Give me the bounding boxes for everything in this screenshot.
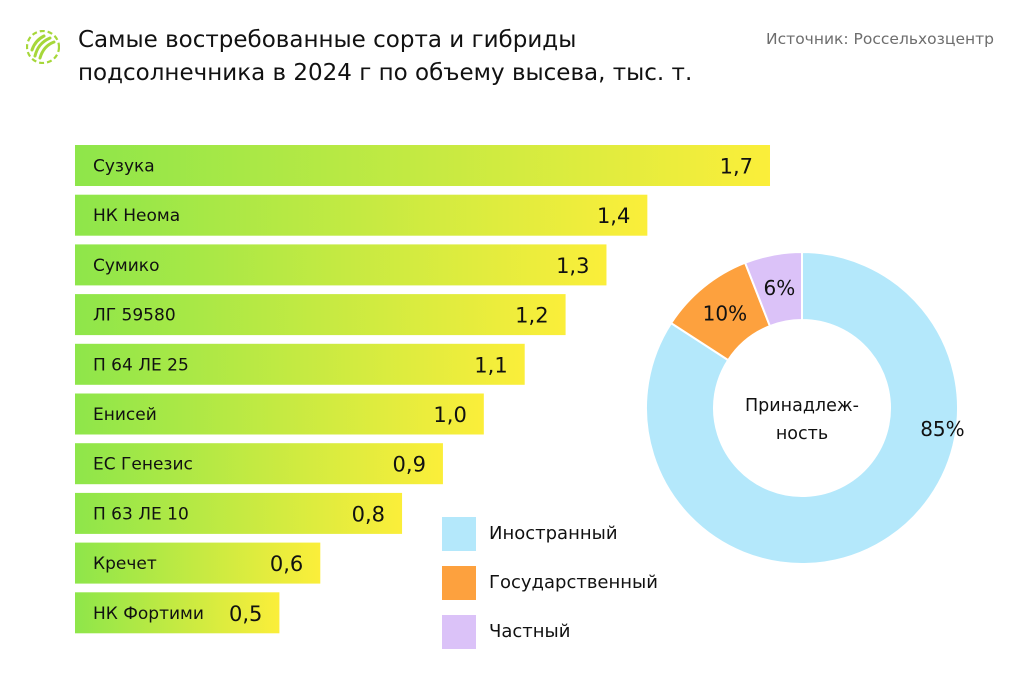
bar-category-label: Сузука	[93, 157, 155, 177]
bar-value-label: 1,7	[720, 155, 753, 179]
donut-slice-foreign	[645, 250, 959, 565]
legend-label-state: Государственный	[489, 572, 658, 593]
chart-title: Самые востребованные сорта и гибриды под…	[78, 27, 693, 86]
legend-swatch-foreign	[442, 516, 476, 551]
bar-value-label: 0,6	[270, 552, 303, 576]
bar-category-label: П 63 ЛЕ 10	[93, 504, 189, 524]
donut-chart: 85% 10% 6%	[645, 250, 965, 565]
bar-10	[75, 592, 280, 634]
donut-center-label: Принадлеж- ность	[745, 396, 859, 444]
donut-slice-private	[743, 250, 803, 328]
legend-item-state: Государственный	[442, 558, 658, 607]
bar-3	[75, 244, 607, 286]
bar-value-label: 0,9	[393, 453, 426, 477]
bar-category-label: П 64 ЛЕ 25	[93, 355, 189, 375]
bar-5	[75, 343, 525, 385]
legend-label-private: Частный	[489, 621, 571, 642]
bar-value-label: 1,2	[515, 304, 548, 328]
bar-value-label: 1,0	[433, 403, 466, 427]
bar-2	[75, 194, 648, 236]
legend-swatch-state	[442, 565, 476, 600]
bar-6	[75, 393, 484, 435]
legend-item-private: Частный	[442, 607, 658, 656]
bar-4	[75, 294, 566, 336]
donut-percent-label: 85%	[920, 417, 964, 441]
bar-9	[75, 542, 321, 584]
legend-swatch-private	[442, 614, 476, 649]
bar-category-label: Кречет	[93, 554, 157, 574]
bar-category-label: Енисей	[93, 405, 157, 425]
legend-label-foreign: Иностранный	[489, 523, 618, 544]
bar-1	[75, 145, 770, 186]
donut-percent-label: 10%	[703, 301, 747, 325]
donut-legend: Иностранный Государственный Частный	[442, 509, 658, 656]
bar-7	[75, 443, 443, 485]
bar-category-label: ЕС Генезис	[93, 455, 193, 475]
bar-category-label: НК Фортими	[93, 604, 204, 624]
legend-item-foreign: Иностранный	[442, 509, 658, 558]
bar-value-label: 1,3	[556, 254, 589, 278]
bar-value-label: 0,8	[352, 502, 385, 526]
bar-value-label: 0,5	[229, 602, 262, 626]
bar-category-label: НК Неома	[93, 206, 180, 226]
donut-percent-label: 6%	[763, 276, 795, 300]
sunflower-seed-logo-icon	[26, 30, 60, 64]
bar-value-label: 1,4	[597, 204, 630, 228]
bar-value-label: 1,1	[474, 353, 507, 377]
bar-8	[75, 492, 403, 534]
bar-category-label: ЛГ 59580	[93, 306, 176, 326]
bar-category-label: Сумико	[93, 256, 159, 276]
source-note: Источник: Россельхозцентр	[766, 30, 994, 48]
bar-chart: Сузука 1,7 НК Неома 1,4 Сумико 1,3 ЛГ 59580 1,2…	[75, 145, 770, 634]
